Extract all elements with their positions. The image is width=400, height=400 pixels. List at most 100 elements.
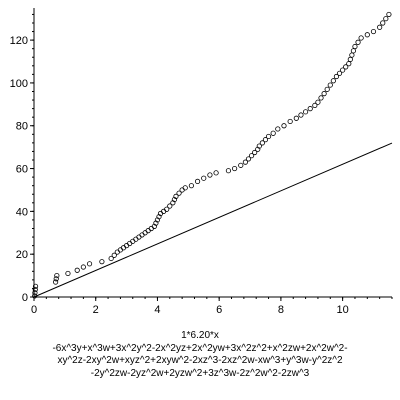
fit-line: [33, 142, 393, 298]
data-point: [142, 230, 148, 236]
data-point: [302, 109, 309, 115]
data-point: [262, 137, 269, 143]
data-point: [265, 133, 272, 140]
data-point: [130, 238, 136, 244]
data-point: [153, 220, 159, 226]
data-point: [256, 143, 262, 149]
data-point: [136, 234, 142, 240]
data-point: [242, 159, 249, 165]
data-point: [139, 232, 145, 238]
data-point: [298, 112, 304, 118]
data-point: [108, 255, 114, 262]
data-point: [281, 123, 287, 129]
data-point: [133, 236, 139, 242]
data-point: [32, 286, 38, 293]
caption-line-1: 1*6.20*x: [181, 330, 219, 341]
fit-line-group: [33, 142, 393, 298]
data-point: [358, 35, 364, 41]
data-point: [245, 156, 252, 162]
data-point: [347, 56, 353, 62]
data-point: [161, 208, 167, 214]
data-point: [370, 28, 377, 35]
data-point: [213, 170, 219, 176]
data-point: [330, 78, 336, 84]
data-point: [154, 217, 161, 223]
x-tick-label: 10: [336, 304, 348, 316]
caption-line-2: -6x^3y+x^3w+3x^2y^2-2x^2yz+2x^2yw+3x^2z^…: [52, 342, 348, 354]
data-point: [53, 279, 59, 285]
x-tick-label: 0: [31, 304, 37, 316]
data-point: [327, 82, 333, 88]
x-tick-label: 8: [278, 304, 284, 316]
data-point: [164, 206, 170, 212]
x-tick-label: 2: [93, 304, 99, 316]
data-point: [248, 153, 255, 159]
y-tick-label: 80: [16, 121, 28, 133]
data-point: [179, 187, 185, 193]
data-point: [318, 95, 324, 101]
data-point: [188, 183, 194, 189]
data-point: [340, 67, 346, 73]
data-point: [32, 293, 38, 299]
data-point: [32, 283, 39, 289]
data-point: [171, 196, 178, 203]
data-point: [127, 240, 133, 247]
data-point: [346, 61, 352, 67]
data-point: [383, 16, 389, 22]
data-point: [201, 175, 207, 181]
x-tick-label: 4: [154, 304, 160, 316]
data-point: [167, 203, 173, 209]
data-point: [156, 214, 162, 220]
data-point: [114, 249, 120, 255]
data-point: [145, 228, 151, 234]
data-point: [32, 290, 38, 296]
caption-block: 1*6.20*x -6x^3y+x^3w+3x^2y^2-2x^2yz+2x^2…: [0, 330, 400, 380]
y-tick-label: 20: [16, 249, 28, 261]
data-point: [151, 223, 157, 229]
data-point: [255, 146, 261, 152]
data-point: [321, 91, 327, 97]
data-point: [176, 190, 182, 196]
data-point: [86, 261, 93, 267]
data-point: [53, 276, 59, 282]
data-point: [123, 243, 130, 249]
data-point: [377, 24, 383, 30]
data-point: [355, 39, 361, 45]
data-point: [287, 118, 293, 125]
x-tick-label: 6: [216, 304, 222, 316]
data-point: [307, 106, 313, 112]
data-point: [333, 73, 340, 80]
data-point: [207, 172, 213, 178]
data-point: [343, 64, 349, 70]
data-point: [117, 247, 124, 253]
data-point: [349, 52, 355, 58]
data-point: [194, 178, 201, 184]
data-point: [173, 193, 179, 199]
data-points: [32, 11, 392, 299]
data-point: [148, 225, 154, 232]
data-point: [74, 267, 80, 273]
data-point: [170, 200, 176, 206]
caption-line-4: -2y^2zw-2yz^2w+2yzw^2+3z^3w-2z^2w^2-2zw^…: [90, 367, 310, 379]
data-point: [315, 99, 321, 105]
data-point: [352, 43, 358, 50]
data-point: [312, 102, 318, 109]
y-tick-label: 0: [22, 292, 28, 304]
data-point: [386, 11, 392, 18]
data-point: [259, 140, 265, 146]
data-point: [293, 115, 299, 121]
y-tick-label: 120: [10, 35, 28, 47]
data-point: [364, 32, 370, 38]
data-point: [350, 48, 357, 54]
data-point: [225, 168, 232, 174]
data-point: [380, 20, 386, 26]
data-point: [80, 264, 86, 270]
data-point: [54, 272, 60, 279]
data-point: [270, 130, 276, 136]
data-point: [232, 165, 238, 172]
y-tick-label: 60: [16, 164, 28, 176]
data-point: [252, 149, 258, 156]
data-point: [336, 70, 343, 76]
